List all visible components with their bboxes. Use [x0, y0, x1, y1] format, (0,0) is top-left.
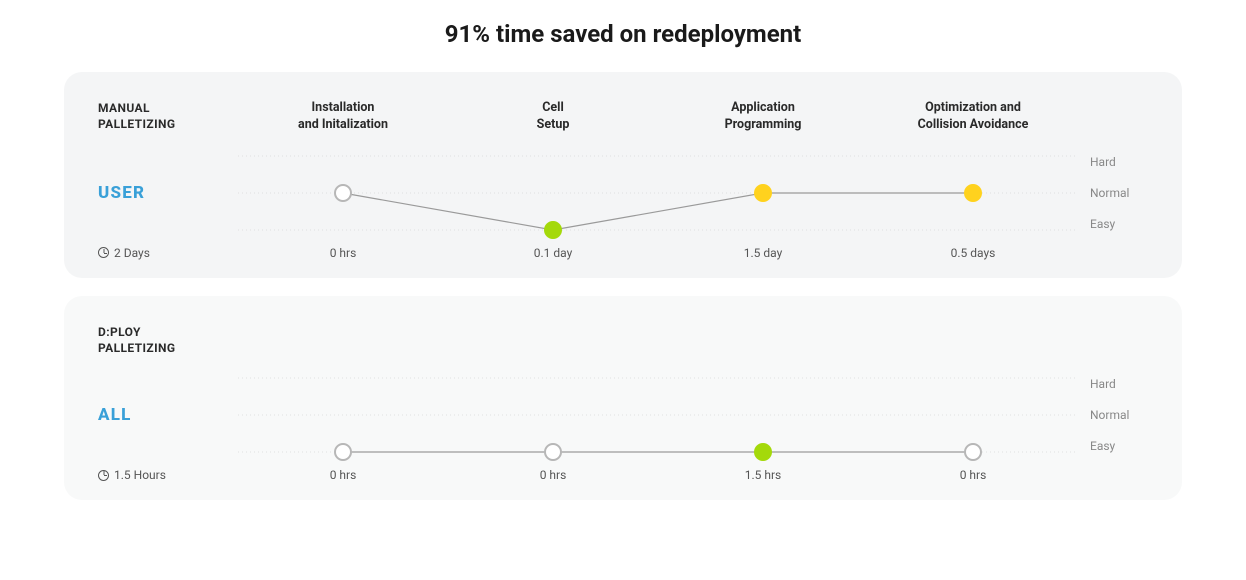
y-axis-label: Hard [1090, 156, 1148, 168]
clock-icon [98, 470, 109, 481]
page-title: 91% time saved on redeployment [0, 20, 1246, 48]
y-axis-label: Hard [1090, 378, 1148, 390]
chart-point [544, 221, 562, 239]
comparison-panel: MANUALPALLETIZINGInstallationand Initali… [64, 72, 1182, 278]
total-duration-text: 2 Days [114, 246, 150, 260]
stage-label: ApplicationProgramming [658, 100, 868, 134]
clock-icon [98, 247, 109, 258]
stage-time: 0 hrs [238, 468, 448, 482]
chart-point [544, 443, 562, 461]
chart-point [964, 443, 982, 461]
stage-time: 0.1 day [448, 246, 658, 260]
panel-name: MANUALPALLETIZING [98, 100, 238, 132]
stage-time: 1.5 hrs [658, 468, 868, 482]
stage-label: CellSetup [448, 100, 658, 134]
comparison-panel: D:PLOYPALLETIZING ALL Hard Normal Easy 1.5 Ho… [64, 296, 1182, 500]
stage-label: Installationand Initalization [238, 100, 448, 134]
actor-label: USER [98, 183, 145, 203]
y-axis-label: Normal [1090, 409, 1148, 421]
stage-time: 1.5 day [658, 246, 868, 260]
y-axis-label: Easy [1090, 440, 1148, 452]
difficulty-chart [238, 378, 1078, 452]
stage-time: 0.5 days [868, 246, 1078, 260]
chart-point [964, 184, 982, 202]
total-duration: 1.5 Hours [98, 468, 238, 482]
y-axis-label: Easy [1090, 218, 1148, 230]
chart-point [334, 184, 352, 202]
actor-label: ALL [98, 405, 132, 425]
panel-name: D:PLOYPALLETIZING [98, 324, 238, 356]
y-axis-label: Normal [1090, 187, 1148, 199]
difficulty-chart [238, 156, 1078, 230]
total-duration: 2 Days [98, 246, 238, 260]
total-duration-text: 1.5 Hours [114, 468, 166, 482]
chart-point [754, 184, 772, 202]
stage-label: Optimization andCollision Avoidance [868, 100, 1078, 134]
chart-point [754, 443, 772, 461]
stage-time: 0 hrs [448, 468, 658, 482]
stage-time: 0 hrs [238, 246, 448, 260]
stage-time: 0 hrs [868, 468, 1078, 482]
chart-point [334, 443, 352, 461]
